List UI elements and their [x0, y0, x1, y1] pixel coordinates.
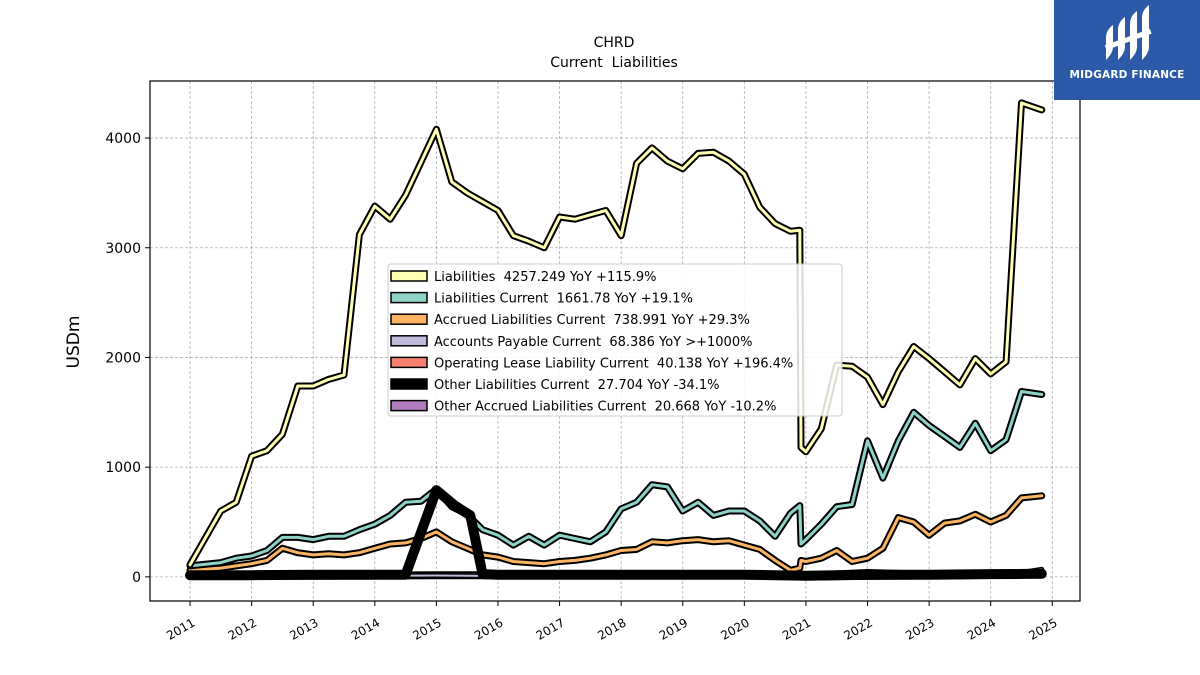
legend-label: Other Liabilities Current 27.704 YoY -34…: [434, 378, 720, 393]
x-tick-label: 2016: [472, 615, 505, 642]
series-line: [185, 485, 1047, 581]
x-tick-label: 2012: [226, 615, 259, 642]
legend-swatch: [390, 356, 428, 369]
series-outline: [186, 492, 1046, 574]
series-layer: [185, 99, 1047, 581]
legend-swatch: [390, 270, 428, 282]
legend-swatch: [390, 378, 428, 390]
x-axis-ticks: 2011 2012 2013 2014 2015 2016 2017 2018 2019 2020…: [164, 601, 1060, 643]
x-tick-label: 2019: [657, 615, 690, 642]
x-tick-label: 2018: [595, 615, 628, 642]
legend-label: Other Accrued Liabilities Current 20.668…: [434, 400, 776, 415]
series-line: [188, 494, 1044, 572]
x-tick-label: 2021: [780, 615, 813, 642]
legend-label: Accrued Liabilities Current 738.991 YoY …: [434, 313, 750, 328]
series-line: [188, 101, 1044, 567]
midgard-logo-icon: [1104, 5, 1152, 60]
legend-swatch: [390, 399, 428, 412]
chart-title: CHRD: [594, 35, 635, 51]
y-tick-label: 2000: [105, 350, 141, 366]
legend-swatch: [390, 335, 428, 347]
y-tick-label: 0: [132, 570, 141, 586]
y-tick-label: 3000: [105, 241, 141, 257]
legend: Liabilities 4257.249 YoY +115.9% Liabilit…: [387, 263, 843, 417]
x-tick-label: 2013: [287, 615, 320, 642]
logo-text: MIDGARD FINANCE: [1069, 69, 1185, 81]
y-tick-label: 4000: [105, 131, 141, 147]
legend-box: [387, 263, 843, 417]
y-tick-label: 1000: [105, 460, 141, 476]
x-tick-label: 2015: [410, 615, 443, 642]
series-line: [188, 390, 1044, 568]
legend-swatch: [390, 291, 428, 304]
legend-label: Liabilities Current 1661.78 YoY +19.1%: [434, 292, 693, 307]
x-tick-label: 2020: [718, 615, 751, 642]
legend-label: Liabilities 4257.249 YoY +115.9%: [434, 270, 657, 285]
plot-frame: [149, 80, 1081, 602]
x-tick-label: 2014: [349, 615, 382, 642]
y-axis-ticks: 0 1000 2000 3000 4000: [105, 131, 150, 586]
legend-label: Accounts Payable Current 68.386 YoY >+10…: [434, 335, 752, 350]
x-tick-label: 2023: [903, 615, 936, 642]
legend-label: Operating Lease Liability Current 40.138…: [434, 356, 793, 371]
x-tick-label: 2025: [1026, 615, 1059, 642]
legend-swatch: [390, 313, 428, 325]
chart-subtitle: Current Liabilities: [550, 55, 678, 71]
x-tick-label: 2017: [534, 615, 567, 642]
x-tick-label: 2024: [965, 615, 998, 642]
y-axis-label: USDm: [64, 316, 84, 369]
x-tick-label: 2022: [842, 615, 875, 642]
logo: MIDGARD FINANCE: [1054, 0, 1200, 100]
x-tick-label: 2011: [164, 615, 197, 642]
